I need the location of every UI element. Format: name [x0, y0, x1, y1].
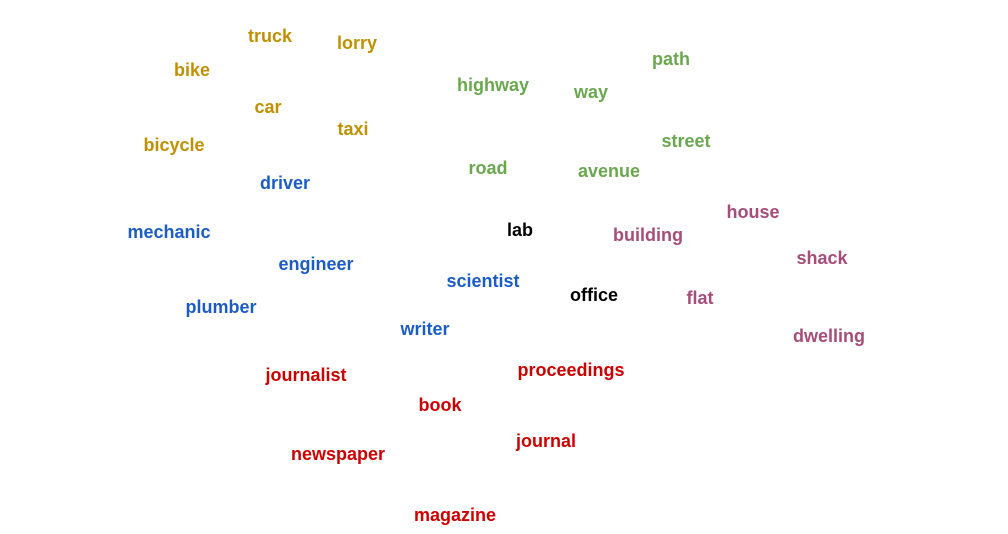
word-truck: truck — [247, 26, 293, 46]
word-house: house — [726, 202, 780, 222]
word-street: street — [661, 131, 711, 151]
word-bicycle: bicycle — [143, 135, 205, 155]
word-building: building — [613, 225, 683, 245]
word-book: book — [418, 395, 462, 415]
word-way: way — [573, 82, 609, 102]
word-mechanic: mechanic — [127, 222, 211, 242]
word-newspaper: newspaper — [290, 444, 386, 464]
word-flat: flat — [686, 288, 714, 308]
word-office: office — [569, 285, 619, 305]
word-path: path — [652, 49, 690, 69]
word-engineer: engineer — [278, 254, 354, 274]
word-taxi: taxi — [337, 119, 369, 139]
word-lab: lab — [506, 220, 534, 240]
word-car: car — [254, 97, 282, 117]
word-scientist: scientist — [446, 271, 520, 291]
word-shack: shack — [796, 248, 848, 268]
word-driver: driver — [259, 173, 311, 193]
word-bike: bike — [173, 60, 211, 80]
word-road: road — [468, 158, 508, 178]
word-journalist: journalist — [265, 365, 347, 385]
word-writer: writer — [400, 319, 450, 339]
word-avenue: avenue — [577, 161, 641, 181]
word-plumber: plumber — [185, 297, 257, 317]
word-journal: journal — [515, 431, 577, 451]
word-magazine: magazine — [413, 505, 497, 525]
word-highway: highway — [456, 75, 530, 95]
word-lorry: lorry — [336, 33, 378, 53]
word-dwelling: dwelling — [793, 326, 865, 346]
word-proceedings: proceedings — [517, 360, 625, 380]
